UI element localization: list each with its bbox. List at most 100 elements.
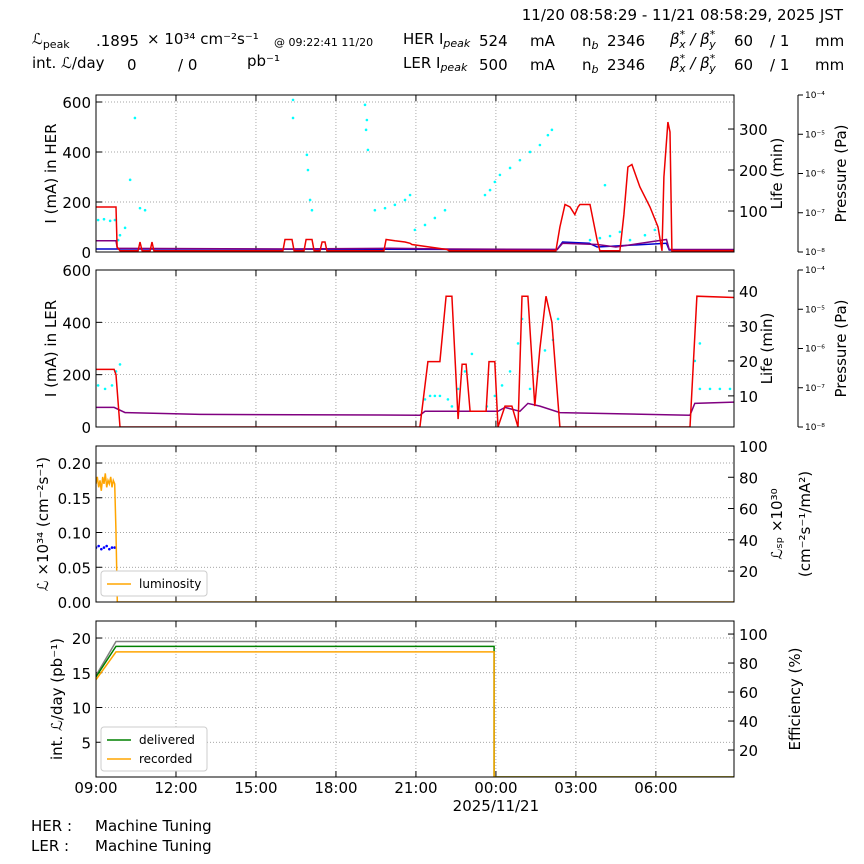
beta-unit: mm bbox=[815, 56, 844, 74]
series-point bbox=[103, 387, 107, 391]
y2-tick-label: 60 bbox=[739, 684, 758, 702]
series-line bbox=[96, 640, 495, 676]
state: Machine Tuning bbox=[95, 837, 212, 855]
sub: b bbox=[592, 39, 599, 52]
lint-label: int. ℒ/day bbox=[32, 54, 105, 72]
legend-label: luminosity bbox=[139, 577, 201, 591]
nb-label: nb bbox=[582, 32, 599, 52]
nb-label: nb bbox=[582, 56, 599, 76]
y2-tick-label: 20 bbox=[739, 353, 758, 371]
series-point bbox=[708, 387, 712, 391]
panel: 0 200 400 600 100 200 300 10⁻⁸ 10⁻⁷ 10⁻⁶ 10⁻⁵ 10⁻⁴ P… bbox=[42, 91, 850, 262]
series-point bbox=[493, 180, 497, 184]
plot-frame bbox=[95, 94, 735, 253]
series-point bbox=[438, 394, 442, 398]
series-line bbox=[96, 651, 734, 777]
series-point bbox=[603, 183, 607, 187]
y3-tick-label: 10⁻⁷ bbox=[805, 209, 825, 219]
ipeak-unit: mA bbox=[530, 32, 556, 50]
x-tick-label: 21:00 bbox=[394, 779, 437, 797]
beta: β bbox=[669, 30, 680, 48]
series-point bbox=[96, 384, 100, 387]
beta: β bbox=[669, 54, 680, 72]
series-point bbox=[308, 198, 312, 202]
y-tick-label: 0.15 bbox=[58, 490, 91, 508]
sub: b bbox=[592, 63, 599, 76]
y-tick-label: 400 bbox=[62, 144, 91, 162]
plot-frame bbox=[95, 445, 735, 603]
header-row: ℒpeak .1895 × 10³⁴ cm⁻²s⁻¹ @ 09:22:41 11… bbox=[32, 30, 373, 74]
x-date-label: 2025/11/21 bbox=[453, 797, 539, 815]
y-tick-label: 0.00 bbox=[58, 594, 91, 612]
series-point bbox=[508, 166, 512, 170]
series-point bbox=[456, 387, 460, 391]
series-point bbox=[364, 128, 368, 132]
beta-label: β* x / β* y bbox=[669, 52, 716, 75]
x-tick-label: 15:00 bbox=[234, 779, 277, 797]
footer: HER : Machine Tuning LER : Machine Tunin… bbox=[31, 817, 212, 855]
series-point bbox=[383, 206, 387, 210]
series-point bbox=[110, 546, 114, 549]
y2-tick-label: 10 bbox=[739, 388, 758, 406]
y2-tick-label: 100 bbox=[739, 438, 768, 456]
y3-tick-label: 10⁻⁵ bbox=[805, 130, 825, 140]
x-tick-label: 18:00 bbox=[314, 779, 357, 797]
series-point bbox=[118, 233, 122, 237]
beta-x: 60 bbox=[734, 56, 753, 74]
series-layer bbox=[96, 98, 734, 252]
timespan: 11/20 08:58:29 - 11/21 08:58:29, 2025 JS… bbox=[522, 6, 844, 24]
series-point bbox=[113, 218, 117, 222]
ring: HER : bbox=[31, 817, 72, 835]
y3-tick-label: 10⁻⁷ bbox=[805, 384, 825, 394]
y-tick-label: 0.20 bbox=[58, 455, 91, 473]
series-point bbox=[408, 193, 412, 197]
series-point bbox=[143, 208, 147, 212]
y-tick-label: 20 bbox=[72, 630, 91, 648]
ipeak-label: HER Ipeak bbox=[403, 30, 471, 50]
series-point bbox=[413, 228, 417, 232]
series-point bbox=[643, 233, 647, 237]
series-point bbox=[483, 193, 487, 197]
series-point bbox=[291, 116, 295, 120]
series-point bbox=[528, 387, 532, 391]
lpeak-unit: × 10³⁴ cm⁻²s⁻¹ bbox=[147, 30, 259, 48]
y2-tick-label: 40 bbox=[739, 532, 758, 550]
series-point bbox=[433, 394, 437, 398]
series-point bbox=[110, 384, 114, 387]
legend-box bbox=[100, 726, 208, 772]
series-layer bbox=[96, 295, 734, 427]
panel: 0 200 400 600 10 20 30 40 10⁻⁸ 10⁻⁷ 10⁻⁶ 10⁻⁵ 10⁻⁴ Pr… bbox=[42, 262, 850, 437]
y-tick-label: 0.05 bbox=[58, 559, 91, 577]
series-point bbox=[556, 317, 560, 321]
y-tick-label: 15 bbox=[72, 665, 91, 683]
y3-tick-label: 10⁻⁵ bbox=[805, 305, 825, 315]
lpeak-label: ℒpeak bbox=[32, 30, 70, 51]
series-point bbox=[363, 103, 367, 107]
sup: * bbox=[680, 28, 686, 41]
sup: * bbox=[680, 52, 686, 65]
series-point bbox=[123, 226, 127, 230]
series-point bbox=[113, 546, 116, 549]
series-point bbox=[310, 208, 314, 212]
series-line bbox=[96, 645, 734, 777]
label: n bbox=[582, 32, 592, 50]
series-point bbox=[500, 384, 504, 387]
nb-value: 2346 bbox=[607, 56, 645, 74]
y2-tick-label: 100 bbox=[739, 203, 768, 221]
y-label: I (mA) in HER bbox=[42, 123, 60, 223]
series-point bbox=[550, 128, 554, 132]
legend-box bbox=[100, 570, 208, 597]
series-line bbox=[96, 121, 734, 252]
beta-x: 60 bbox=[734, 32, 753, 50]
sup: * bbox=[710, 52, 716, 65]
sub: peak bbox=[439, 61, 467, 74]
lint-recorded: / 0 bbox=[178, 56, 197, 74]
series-line bbox=[96, 401, 734, 416]
series-point bbox=[508, 370, 512, 373]
beta-y: / 1 bbox=[770, 32, 789, 50]
label: HER I bbox=[403, 30, 443, 48]
y2-tick-label: 30 bbox=[739, 318, 758, 336]
series-point bbox=[133, 116, 137, 120]
series-point bbox=[433, 216, 437, 220]
sub: y bbox=[708, 38, 716, 51]
